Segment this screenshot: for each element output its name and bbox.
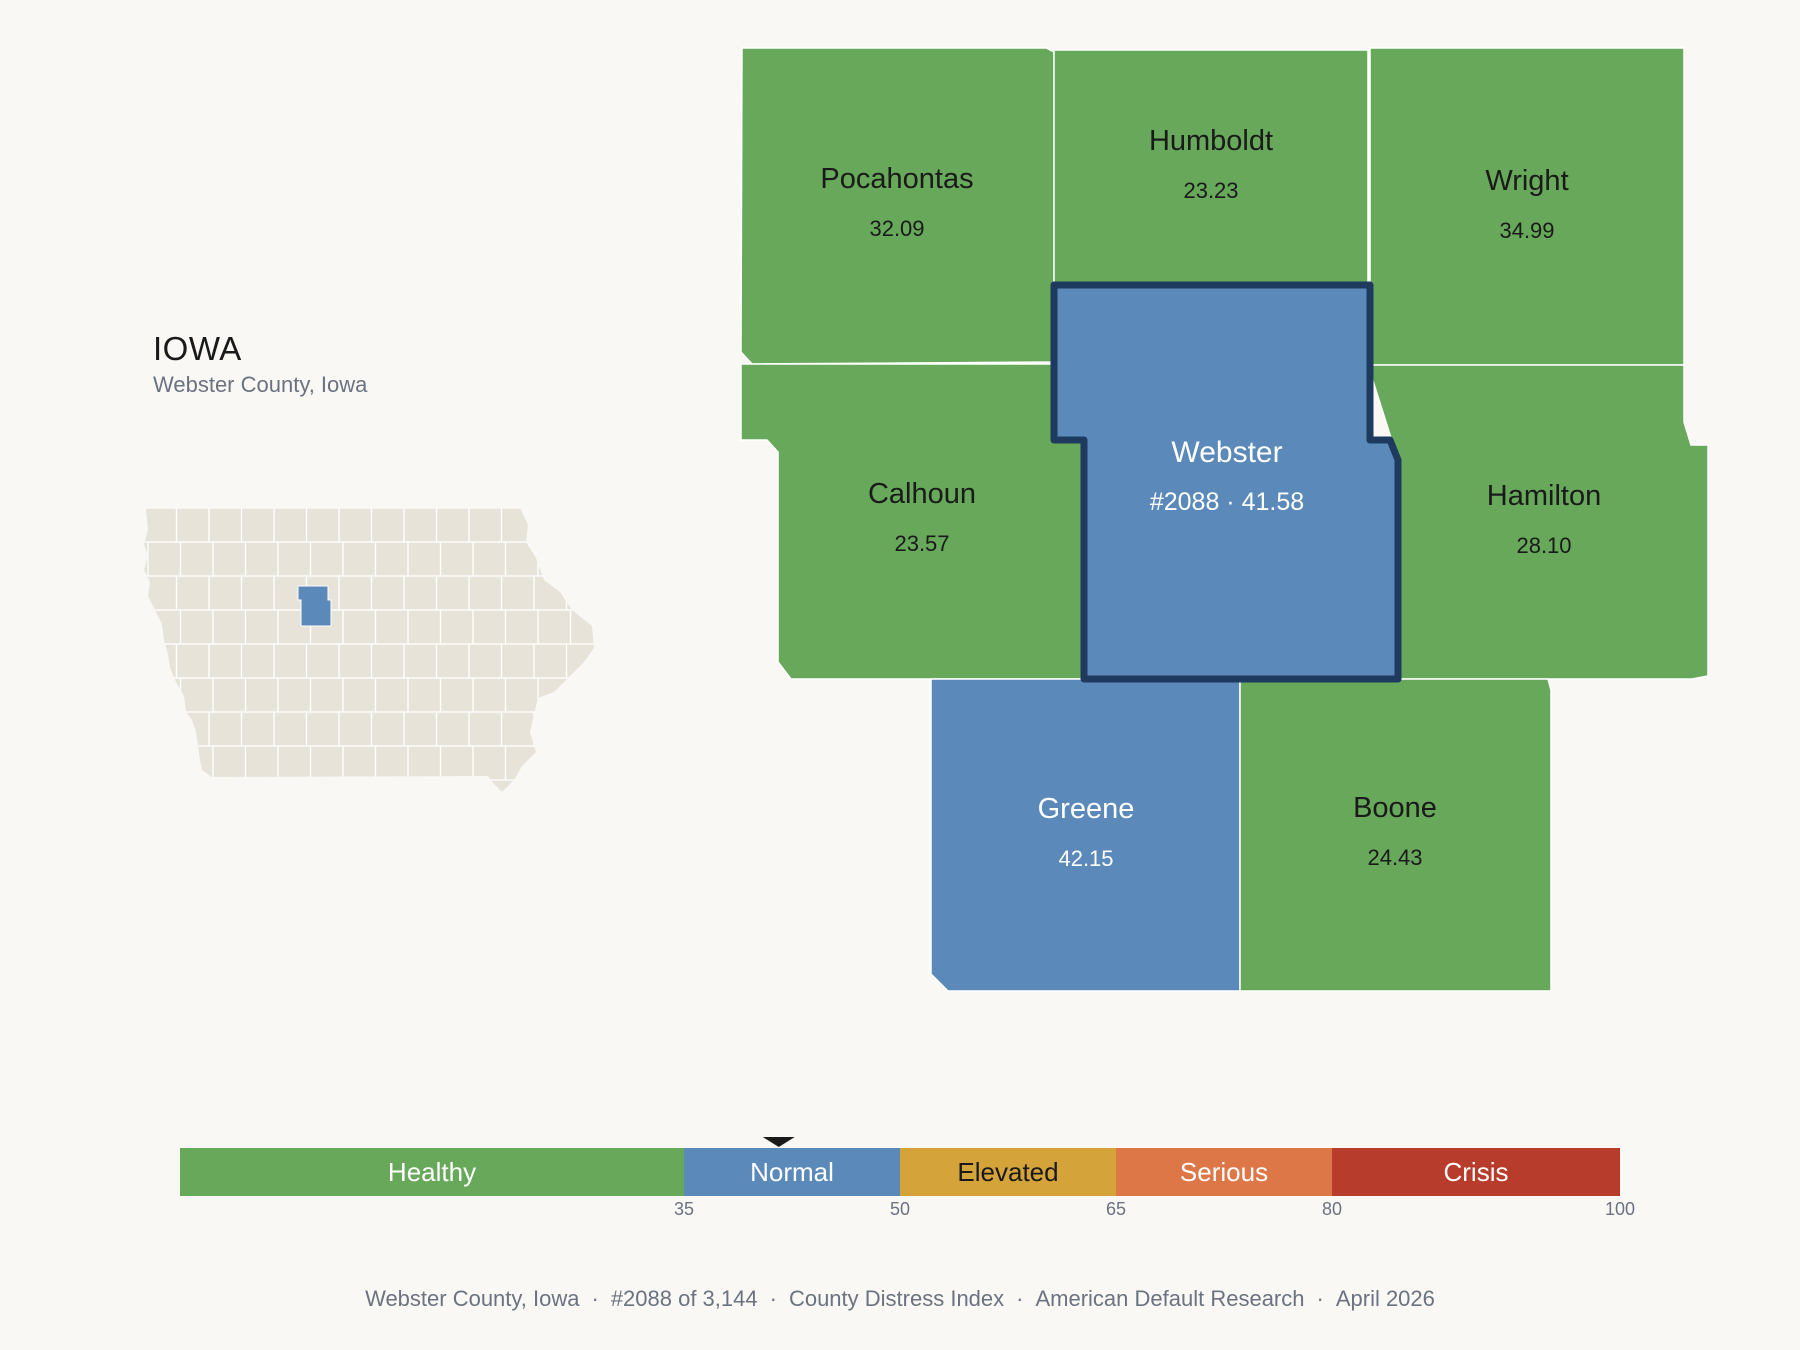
legend-tick: 50 (890, 1199, 910, 1219)
legend-tick: 100 (1605, 1199, 1635, 1219)
legend-tick: 65 (1106, 1199, 1126, 1219)
legend-tick: 35 (674, 1199, 694, 1219)
county-name-humboldt: Humboldt (1149, 125, 1273, 157)
county-greene[interactable] (930, 678, 1241, 992)
county-name-pocahontas: Pocahontas (820, 163, 973, 195)
footer-publisher: American Default Research (1035, 1286, 1305, 1311)
county-value-hamilton: 28.10 (1516, 533, 1571, 558)
legend-segment-crisis (1332, 1148, 1620, 1196)
county-value-greene: 42.15 (1058, 846, 1113, 871)
legend-label-serious: Serious (1180, 1157, 1268, 1187)
county-webster[interactable] (1050, 281, 1402, 683)
legend-segment-elevated (900, 1148, 1116, 1196)
footer-rank: #2088 of 3,144 (610, 1286, 758, 1311)
footer: Webster County, Iowa · #2088 of 3,144 · Coun… (365, 1286, 1435, 1311)
county-subtitle: Webster County, Iowa (153, 372, 368, 397)
legend-label-elevated: Elevated (957, 1157, 1058, 1187)
county-name-boone: Boone (1353, 792, 1437, 824)
county-name-greene: Greene (1038, 793, 1135, 825)
legend-segment-healthy (180, 1148, 684, 1196)
state-locator-inset (144, 508, 594, 792)
county-name-calhoun: Calhoun (868, 478, 976, 510)
county-name-hamilton: Hamilton (1487, 480, 1601, 512)
inset-webster-highlight (297, 585, 332, 627)
legend-label-normal: Normal (750, 1157, 834, 1187)
county-wright[interactable] (1369, 47, 1685, 366)
state-title: IOWA (153, 330, 242, 367)
county-humboldt[interactable] (1053, 49, 1369, 286)
footer-index-name: County Distress Index (788, 1286, 1005, 1311)
footer-location: Webster County, Iowa (365, 1286, 580, 1311)
legend-marker-icon (762, 1137, 795, 1147)
county-value-humboldt: 23.23 (1183, 178, 1238, 203)
legend-label-healthy: Healthy (388, 1157, 476, 1187)
county-value-pocahontas: 32.09 (869, 216, 924, 241)
county-boone[interactable] (1239, 678, 1552, 992)
county-value-boone: 24.43 (1367, 845, 1422, 870)
county-name-webster: Webster (1171, 436, 1282, 469)
county-value-webster: #2088 · 41.58 (1150, 488, 1304, 516)
county-value-wright: 34.99 (1499, 218, 1554, 243)
county-value-calhoun: 23.57 (894, 531, 949, 556)
footer-date: April 2026 (1335, 1286, 1435, 1311)
legend-segment-normal (684, 1148, 900, 1196)
county-pocahontas[interactable] (740, 47, 1055, 365)
county-hamilton[interactable] (1366, 364, 1709, 680)
legend-label-crisis: Crisis (1444, 1157, 1509, 1187)
legend-segment-serious (1116, 1148, 1332, 1196)
county-name-wright: Wright (1485, 165, 1568, 197)
legend-tick: 80 (1322, 1199, 1342, 1219)
county-calhoun[interactable] (740, 363, 1085, 680)
